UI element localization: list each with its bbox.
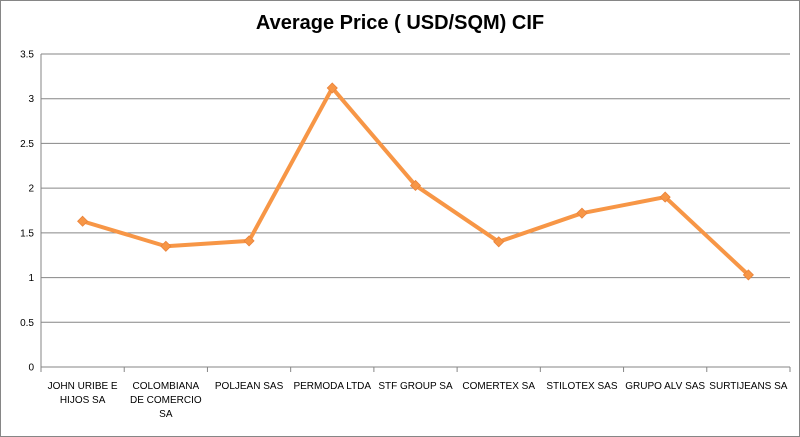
y-tick-label-7: 3.5 xyxy=(20,50,34,61)
y-tick-label-3: 1.5 xyxy=(20,228,34,239)
y-tick-label-5: 2.5 xyxy=(20,139,34,150)
y-tick-label-6: 3 xyxy=(28,94,34,105)
x-tick-label-2: POLJEAN SAS xyxy=(215,381,284,392)
x-tick-label-6: STILOTEX SAS xyxy=(546,381,617,392)
data-point-0-3 xyxy=(326,82,338,94)
x-tick-label-7: GRUPO ALV SAS xyxy=(625,381,705,392)
x-tick-label-3: PERMODA LTDA xyxy=(293,381,371,392)
chart-title: Average Price ( USD/SQM) CIF xyxy=(255,12,545,34)
x-tick-label-5: COMERTEX SA xyxy=(462,381,535,392)
data-point-0-7 xyxy=(659,191,671,203)
data-point-0-6 xyxy=(576,207,588,219)
y-tick-label-2: 1 xyxy=(28,273,34,284)
data-point-0-1 xyxy=(160,240,172,252)
y-tick-label-1: 0.5 xyxy=(20,318,34,329)
data-point-0-2 xyxy=(243,235,255,247)
data-point-0-0 xyxy=(77,215,89,227)
y-tick-label-0: 0 xyxy=(28,363,34,374)
data-point-0-8 xyxy=(742,269,754,281)
x-tick-label-4: STF GROUP SA xyxy=(378,381,453,392)
x-tick-label-8: SURTIJEANS SA xyxy=(709,381,787,392)
data-point-0-5 xyxy=(493,236,505,248)
x-tick-label-1: COLOMBIANA DE COMERCIO SA xyxy=(130,381,202,420)
x-tick-label-0: JOHN URIBE E HIJOS SA xyxy=(48,381,118,406)
y-tick-label-4: 2 xyxy=(28,184,34,195)
data-point-0-4 xyxy=(409,179,422,192)
